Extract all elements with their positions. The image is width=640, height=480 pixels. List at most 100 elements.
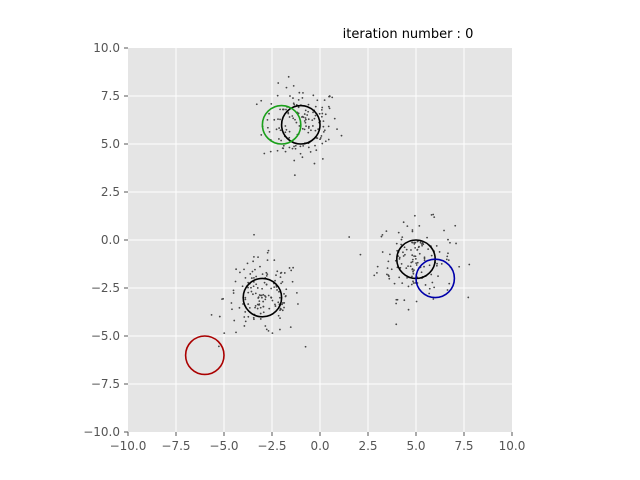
- data-point-cluster-bottom-left: [233, 319, 236, 322]
- data-point-cluster-top: [311, 125, 314, 127]
- data-point-cluster-top: [328, 107, 331, 110]
- data-point-cluster-right: [412, 282, 415, 284]
- data-point-cluster-bottom-left: [267, 294, 270, 297]
- data-point-cluster-right: [411, 229, 414, 231]
- data-point-cluster-bottom-left: [252, 260, 255, 263]
- data-point-cluster-top: [293, 145, 295, 148]
- data-point-cluster-top: [287, 112, 290, 115]
- data-point-cluster-bottom-left: [257, 296, 260, 299]
- data-point-cluster-top: [270, 103, 273, 105]
- data-point-cluster-right: [376, 272, 378, 274]
- data-point-cluster-top: [279, 118, 281, 121]
- data-point-cluster-bottom-left: [252, 293, 254, 296]
- data-point-cluster-top: [281, 108, 284, 111]
- data-point-cluster-top: [304, 109, 307, 112]
- data-point-cluster-bottom-left: [295, 291, 298, 294]
- data-point-cluster-right: [436, 262, 438, 265]
- data-point-cluster-bottom-left: [263, 294, 266, 297]
- data-point-cluster-right: [387, 260, 390, 263]
- data-point-cluster-right: [437, 275, 439, 278]
- data-point-cluster-top: [312, 111, 314, 114]
- data-point-cluster-top: [324, 113, 327, 116]
- data-point-cluster-top: [314, 114, 317, 117]
- data-point-cluster-bottom-left: [263, 281, 266, 284]
- data-point-cluster-top: [318, 112, 321, 115]
- data-point-cluster-right: [411, 260, 414, 263]
- data-point-cluster-bottom-left: [283, 293, 285, 295]
- data-point-cluster-bottom-left: [243, 325, 246, 327]
- data-point-cluster-right: [407, 308, 410, 311]
- data-point-cluster-bottom-left: [232, 289, 235, 292]
- data-point-cluster-right: [423, 257, 426, 260]
- data-point-cluster-top: [307, 146, 310, 149]
- data-point-cluster-right: [403, 299, 406, 302]
- data-point-cluster-bottom-left: [284, 295, 287, 297]
- data-point-cluster-top: [307, 127, 310, 129]
- data-point-cluster-top: [336, 128, 338, 131]
- data-point-cluster-right: [414, 282, 416, 284]
- data-point-cluster-top: [277, 118, 279, 121]
- data-point-cluster-right: [426, 236, 428, 239]
- data-point-cluster-top: [333, 117, 336, 120]
- data-point-cluster-right: [380, 235, 383, 238]
- data-point-cluster-bottom-left: [246, 262, 249, 265]
- data-point-cluster-bottom-left: [261, 296, 263, 299]
- data-point-cluster-right: [386, 267, 389, 270]
- data-point-cluster-top: [266, 126, 269, 129]
- data-point-cluster-bottom-left: [304, 345, 307, 348]
- data-point-cluster-top: [297, 106, 300, 109]
- data-point-cluster-bottom-left: [278, 290, 280, 293]
- data-point-cluster-bottom-left: [278, 296, 281, 299]
- data-point-cluster-bottom-left: [244, 320, 247, 323]
- data-point-cluster-top: [284, 125, 287, 127]
- data-point-cluster-right: [373, 274, 376, 277]
- data-point-cluster-bottom-left: [252, 285, 255, 288]
- data-point-cluster-top: [291, 115, 294, 117]
- data-point-cluster-right: [423, 259, 426, 262]
- data-point-cluster-bottom-left: [268, 307, 271, 310]
- data-point-cluster-top: [340, 134, 343, 137]
- data-point-cluster-bottom-left: [297, 303, 299, 305]
- data-point-cluster-bottom-left: [274, 303, 276, 306]
- data-point-cluster-top: [323, 129, 326, 132]
- data-point-cluster-bottom-left: [239, 271, 241, 274]
- data-point-cluster-top: [288, 116, 291, 118]
- data-point-cluster-top: [285, 86, 288, 89]
- data-point-cluster-bottom-left: [244, 296, 247, 299]
- data-point-cluster-bottom-left: [235, 268, 238, 271]
- data-point-cluster-bottom-left: [243, 268, 245, 271]
- data-point-cluster-bottom-left: [273, 286, 276, 288]
- data-point-cluster-top: [295, 121, 298, 124]
- data-point-cluster-bottom-left: [262, 311, 265, 314]
- data-point-cluster-bottom-left: [281, 280, 284, 283]
- data-point-cluster-right: [446, 289, 449, 291]
- data-point-cluster-bottom-left: [256, 307, 259, 310]
- data-point-cluster-top: [301, 116, 303, 118]
- data-point-cluster-top: [322, 120, 325, 123]
- data-point-cluster-right: [414, 255, 417, 258]
- data-point-cluster-bottom-left: [273, 259, 276, 262]
- data-point-cluster-top: [321, 142, 324, 145]
- data-point-cluster-top: [304, 118, 307, 121]
- data-point-cluster-right: [427, 248, 430, 250]
- data-point-cluster-bottom-left: [259, 265, 261, 268]
- data-point-cluster-right: [395, 302, 398, 305]
- data-point-cluster-right: [415, 264, 418, 266]
- data-point-cluster-right: [467, 296, 470, 299]
- data-point-cluster-right: [440, 262, 443, 265]
- data-point-cluster-bottom-left: [254, 268, 256, 271]
- data-point-cluster-bottom-left: [271, 332, 274, 334]
- data-point-cluster-top: [285, 108, 287, 111]
- data-point-cluster-right: [411, 258, 414, 261]
- x-tick-label: −10.0: [110, 439, 147, 453]
- data-point-cluster-right: [415, 262, 418, 265]
- data-point-cluster-top: [307, 110, 310, 113]
- data-point-cluster-right: [446, 255, 449, 258]
- x-tick-label: −2.5: [257, 439, 286, 453]
- data-point-cluster-right: [448, 282, 451, 285]
- data-point-cluster-bottom-left: [277, 314, 280, 317]
- data-point-cluster-bottom-left: [231, 308, 233, 311]
- data-point-cluster-bottom-left: [282, 302, 284, 304]
- data-point-cluster-right: [438, 251, 441, 253]
- data-point-cluster-right: [409, 265, 412, 268]
